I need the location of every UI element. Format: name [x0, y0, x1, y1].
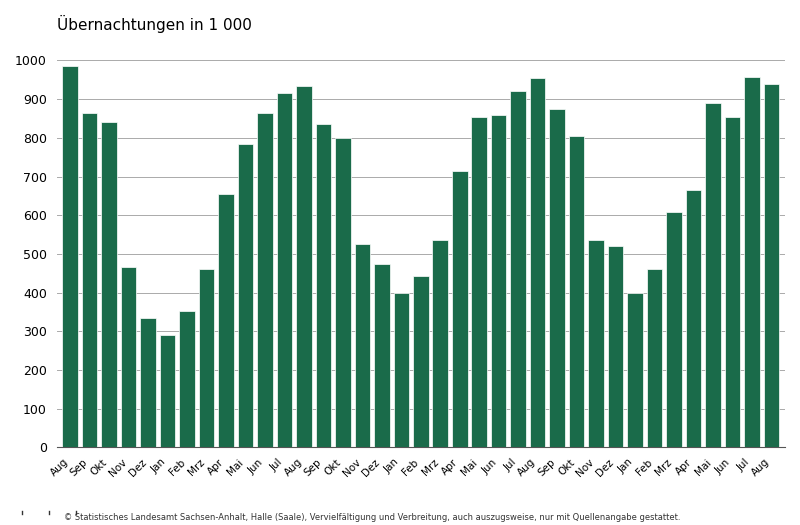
Bar: [102, 122, 117, 447]
Bar: [608, 246, 623, 447]
Bar: [588, 240, 604, 447]
Bar: [550, 109, 565, 447]
Bar: [121, 267, 137, 447]
Text: Übernachtungen in 1 000: Übernachtungen in 1 000: [57, 15, 251, 33]
Bar: [627, 293, 643, 447]
Bar: [569, 136, 584, 447]
Bar: [413, 276, 429, 447]
Bar: [316, 124, 331, 447]
Bar: [296, 86, 312, 447]
Bar: [82, 113, 98, 447]
Bar: [686, 190, 702, 447]
Bar: [62, 66, 78, 447]
Bar: [744, 77, 760, 447]
Bar: [666, 212, 682, 447]
Bar: [160, 335, 175, 447]
Bar: [433, 240, 448, 447]
Bar: [725, 117, 740, 447]
Bar: [218, 194, 234, 447]
Bar: [491, 114, 506, 447]
Bar: [354, 244, 370, 447]
Bar: [705, 103, 721, 447]
Bar: [530, 78, 546, 447]
Text: © Statistisches Landesamt Sachsen-Anhalt, Halle (Saale), Vervielfältigung und Ve: © Statistisches Landesamt Sachsen-Anhalt…: [64, 513, 681, 522]
Bar: [374, 264, 390, 447]
Bar: [394, 293, 409, 447]
Bar: [238, 144, 254, 447]
Bar: [510, 91, 526, 447]
Bar: [452, 171, 467, 447]
Bar: [471, 117, 487, 447]
Bar: [277, 93, 292, 447]
Bar: [198, 269, 214, 447]
Bar: [179, 311, 195, 447]
Bar: [258, 113, 273, 447]
Bar: [646, 269, 662, 447]
Bar: [140, 319, 156, 447]
Bar: [763, 83, 779, 447]
Bar: [335, 138, 350, 447]
